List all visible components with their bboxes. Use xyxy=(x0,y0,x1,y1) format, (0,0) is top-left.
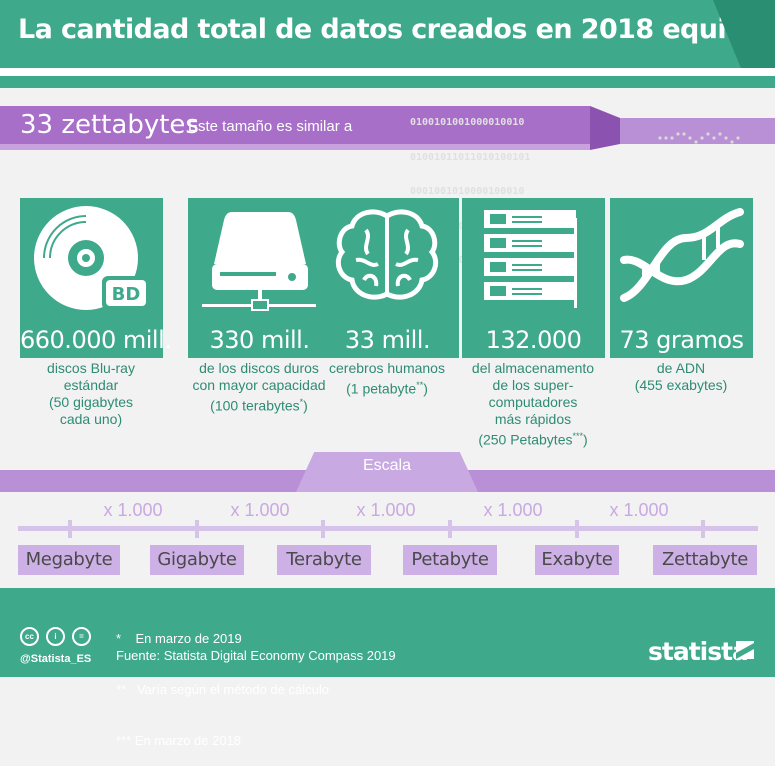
page-title: La cantidad total de datos creados en 20… xyxy=(18,14,775,45)
source-text: Fuente: Statista Digital Economy Compass… xyxy=(116,648,396,663)
card-value: 660.000 mill. xyxy=(20,326,172,354)
scale-tab xyxy=(296,452,478,492)
unit-megabyte: Megabyte xyxy=(18,545,120,575)
card-value: 132.000 xyxy=(485,326,582,354)
bluray-disc-icon: BD xyxy=(34,206,150,310)
scale-tick xyxy=(448,520,452,538)
similar-label: Este tamaño es similar a xyxy=(188,118,353,135)
amount-bar-shadow xyxy=(0,144,590,150)
nd-icon: = xyxy=(72,627,91,646)
footer xyxy=(0,588,775,677)
unit-petabyte: Petabyte xyxy=(403,545,497,575)
scale-tick xyxy=(195,520,199,538)
server-rack-icon xyxy=(484,210,577,308)
unit-gigabyte: Gigabyte xyxy=(150,545,244,575)
card-dna: 73 gramos xyxy=(610,198,753,358)
unit-zettabyte: Zettabyte xyxy=(653,545,757,575)
divider-green xyxy=(0,76,775,88)
card-hard-drive: 330 mill. xyxy=(188,198,331,358)
card-description: del almacenamento de los super-computador… xyxy=(471,360,595,448)
card-value: 330 mill. xyxy=(209,326,310,354)
multiplier-label: x 1.000 xyxy=(356,500,416,520)
scale-tick xyxy=(321,520,325,538)
total-amount: 33 zettabytes xyxy=(20,110,199,140)
unit-exabyte: Exabyte xyxy=(535,545,619,575)
card-bluray: BD 660.000 mill. xyxy=(20,198,172,358)
brain-icon xyxy=(335,209,439,300)
header: La cantidad total de datos creados en 20… xyxy=(0,0,775,68)
divider xyxy=(0,68,775,76)
card-description: de los discos duros con mayor capacidad (… xyxy=(192,360,326,414)
statista-mark-icon xyxy=(736,641,754,659)
card-description: discos Blu-ray estándar (50 gigabytes cada … xyxy=(47,360,135,427)
scale-tick xyxy=(575,520,579,538)
amount-bar xyxy=(0,106,590,144)
unit-terabyte: Terabyte xyxy=(277,545,371,575)
social-handle: @Statista_ES xyxy=(20,653,92,665)
multiplier-label: x 1.000 xyxy=(483,500,543,520)
card-value: 73 gramos xyxy=(619,326,744,354)
svg-text:BD: BD xyxy=(112,284,141,305)
footnotes: * En marzo de 2019 ** Varía según el mét… xyxy=(116,631,329,748)
multiplier-label: x 1.000 xyxy=(609,500,669,520)
statista-logo: statista xyxy=(648,637,749,666)
multiplier-label: x 1.000 xyxy=(230,500,290,520)
by-icon: i xyxy=(46,627,65,646)
card-description: cerebros humanos (1 petabyte**) xyxy=(329,360,445,397)
scale-tick xyxy=(701,520,705,538)
cc-icon: cc xyxy=(20,627,39,646)
card-brain: 33 mill. xyxy=(316,198,459,358)
card-value: 33 mill. xyxy=(344,326,431,354)
card-description: de ADN (455 exabytes) xyxy=(634,360,728,393)
scale-axis xyxy=(18,526,758,531)
band-fold xyxy=(590,106,775,150)
multiplier-label: x 1.000 xyxy=(103,500,163,520)
scale-label: Escala xyxy=(362,457,412,474)
hard-drive-icon xyxy=(202,212,318,311)
dna-icon xyxy=(620,208,744,302)
scale-tick xyxy=(68,520,72,538)
card-supercomputer: 132.000 xyxy=(462,198,605,358)
